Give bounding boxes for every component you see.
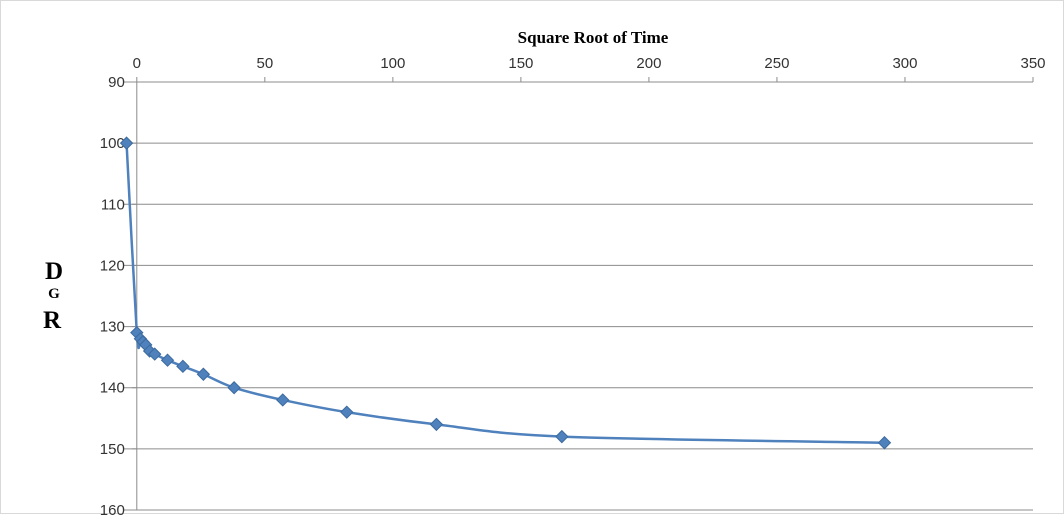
y-tick-label-90: 90 <box>108 74 125 91</box>
y-tick-label-140: 140 <box>100 380 125 397</box>
x-tick-label-300: 300 <box>892 55 917 72</box>
x-tick-label-0: 0 <box>133 55 141 72</box>
data-point-11 <box>276 393 290 407</box>
y-tick-label-110: 110 <box>101 196 125 213</box>
data-point-9 <box>196 367 211 381</box>
y-tick-label-160: 160 <box>100 502 125 515</box>
x-tick-label-350: 350 <box>1020 55 1045 72</box>
y-tick-label-100: 100 <box>100 135 125 152</box>
data-point-6 <box>148 347 162 361</box>
chart-title: Square Root of Time <box>517 28 669 47</box>
y-axis-label-line-2: G <box>48 286 60 302</box>
data-point-14 <box>555 429 569 444</box>
series-line-0 <box>125 143 885 444</box>
y-axis-label-line-3: R <box>42 307 62 334</box>
data-point-13 <box>429 417 444 432</box>
data-point-12 <box>340 405 354 419</box>
x-tick-label-100: 100 <box>380 55 405 72</box>
data-point-7 <box>160 353 175 367</box>
data-point-15 <box>877 436 892 450</box>
y-axis-label: D G R <box>39 259 69 333</box>
x-tick-label-200: 200 <box>636 55 661 72</box>
x-tick-label-50: 50 <box>256 55 273 72</box>
y-axis-label-line-1: D <box>44 258 64 285</box>
x-tick-label-150: 150 <box>508 55 533 72</box>
data-point-0 <box>119 136 134 150</box>
data-point-10 <box>227 381 241 395</box>
y-tick-label-120: 120 <box>100 257 125 274</box>
x-tick-label-250: 250 <box>764 55 789 72</box>
y-tick-label-150: 150 <box>100 441 125 458</box>
data-point-8 <box>176 359 190 374</box>
y-tick-label-130: 130 <box>100 319 125 336</box>
